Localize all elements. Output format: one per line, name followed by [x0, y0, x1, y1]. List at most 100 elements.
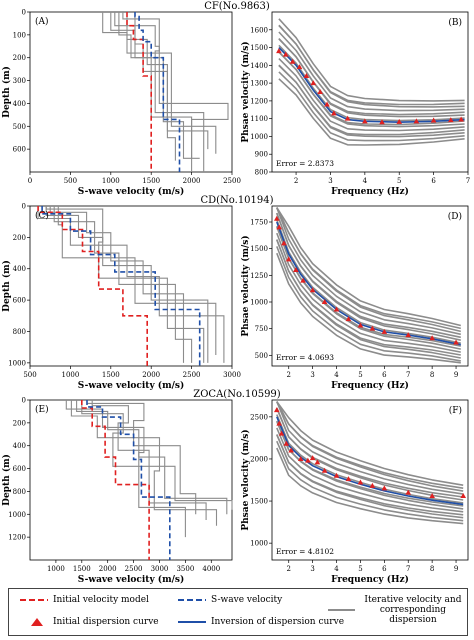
dispersion-iteration-2-0	[276, 447, 464, 525]
dispersion-xtick-label-1-4: 6	[382, 371, 387, 379]
dispersion-ytick-label-0-8: 1600	[250, 26, 268, 34]
dispersion-iteration-2-3	[276, 434, 464, 516]
profile-ytick-label-0-5: 500	[13, 123, 26, 131]
legend-iterative-label: Iterative velocity and corresponding dis…	[359, 595, 467, 625]
dispersion-point-1-12	[381, 328, 388, 334]
legend-initial-velocity: Initial velocity model	[19, 595, 149, 605]
dispersion-point-2-9	[321, 467, 328, 473]
dispersion-point-0-2	[289, 58, 296, 64]
dispersion-xtick-label-2-3: 5	[358, 565, 362, 573]
dispersion-point-2-12	[357, 479, 364, 485]
dispersion-tag-2: (F)	[449, 405, 462, 416]
dispersion-ytick-label-0-6: 1400	[250, 62, 268, 70]
dispersion-point-0-15	[448, 117, 454, 123]
dispersion-iteration-2-4	[276, 427, 464, 513]
dispersion-point-2-3	[283, 440, 290, 446]
dispersion-ytick-label-1-1: 750	[255, 325, 268, 333]
dispersion-iteration-2-12	[276, 401, 464, 489]
profile-iteration-2-3	[86, 400, 197, 515]
profile-xtick-label-0-4: 2000	[183, 177, 201, 185]
dispersion-xtick-label-2-2: 4	[334, 565, 339, 573]
dispersion-ytick-label-0-7: 1500	[250, 44, 268, 52]
dispersion-xtick-label-0-3: 5	[397, 177, 401, 185]
dispersion-point-0-9	[344, 115, 351, 121]
dispersion-ytick-label-1-3: 1250	[250, 272, 268, 280]
dispersion-iteration-0-0	[278, 78, 465, 146]
dispersion-ytick-label-0-0: 800	[255, 169, 268, 177]
dispersion-xtick-label-1-1: 3	[310, 371, 314, 379]
row-title-1: CD(No.10194)	[200, 195, 273, 206]
dispersion-xlabel-1: Frequency (Hz)	[331, 380, 409, 391]
dispersion-iteration-0-12	[278, 25, 465, 106]
dispersion-ytick-label-0-4: 1200	[250, 97, 268, 105]
row-title-0: CF(No.9863)	[204, 1, 270, 12]
dispersion-point-0-10	[362, 118, 368, 124]
dispersion-point-1-3	[285, 256, 292, 262]
dispersion-ytick-label-1-4: 1500	[250, 245, 268, 253]
dispersion-point-1-11	[369, 325, 376, 331]
dispersion-iteration-0-3	[278, 64, 465, 136]
dispersion-point-1-15	[453, 339, 459, 345]
dispersion-point-1-5	[300, 277, 306, 283]
dispersion-point-1-6	[309, 287, 316, 293]
profile-ytick-label-2-1: 200	[13, 419, 26, 427]
profile-ytick-label-0-6: 600	[13, 146, 26, 154]
profile-ytick-label-0-0: 0	[22, 9, 26, 17]
legend-initial-dispersion-swatch	[31, 618, 43, 626]
profile-ytick-label-0-4: 400	[13, 100, 26, 108]
profile-ytick-label-1-3: 600	[13, 297, 26, 305]
dispersion-point-1-9	[345, 316, 352, 322]
dispersion-point-2-7	[309, 455, 316, 461]
dispersion-iteration-1-7	[276, 219, 461, 344]
profile-iteration-0-6	[122, 12, 205, 172]
profile-iteration-2-1	[91, 400, 207, 520]
profile-ytick-label-0-3: 300	[13, 77, 26, 85]
dispersion-point-2-5	[297, 455, 304, 461]
dispersion-ytick-label-0-1: 900	[255, 151, 268, 159]
profile-ytick-label-0-1: 100	[13, 31, 26, 39]
profile-xtick-label-2-5: 3500	[176, 565, 194, 573]
dispersion-point-1-14	[429, 335, 435, 341]
legend-inversion-swatch	[178, 621, 206, 623]
dispersion-point-0-6	[317, 89, 323, 94]
dispersion-tag-1: (D)	[448, 211, 462, 222]
dispersion-ytick-label-1-0: 500	[255, 352, 268, 360]
dispersion-point-0-4	[303, 73, 310, 78]
dispersion-error-0: Error = 2.8373	[276, 159, 334, 168]
dispersion-point-1-8	[333, 306, 340, 312]
dispersion-ytick-label-2-2: 2000	[250, 455, 268, 463]
legend-initial-velocity-swatch	[20, 599, 48, 601]
dispersion-point-0-1	[282, 51, 289, 57]
dispersion-xtick-label-0-5: 7	[466, 177, 470, 185]
profile-xtick-label-2-4: 3000	[151, 565, 169, 573]
figure-canvas: CF(No.9863)0 500 1000 1500 2000 2500010020030…	[1, 1, 470, 585]
dispersion-xtick-label-0-1: 3	[328, 177, 332, 185]
profile-xlabel-2: S-wave velocity (m/s)	[78, 574, 184, 585]
profile-xlabel-1: S-wave velocity (m/s)	[78, 380, 184, 391]
profile-ytick-label-2-0: 0	[22, 397, 26, 405]
profile-xlabel-0: S-wave velocity (m/s)	[78, 186, 184, 197]
dispersion-xtick-label-2-6: 8	[430, 565, 434, 573]
dispersion-point-2-15	[405, 489, 412, 495]
profile-ytick-label-2-3: 600	[13, 465, 26, 473]
dispersion-point-0-3	[296, 64, 303, 70]
dispersion-iteration-1-13	[276, 207, 461, 327]
dispersion-point-2-10	[333, 472, 340, 478]
dispersion-xtick-label-1-7: 9	[454, 371, 458, 379]
dispersion-ytick-label-1-2: 1000	[250, 299, 268, 307]
profile-initial-model-2	[81, 400, 150, 560]
profile-ytick-label-2-4: 800	[13, 488, 26, 496]
profile-ytick-label-1-0: 0	[22, 203, 26, 211]
dispersion-point-2-8	[314, 459, 321, 465]
profile-ytick-label-2-2: 400	[13, 442, 26, 450]
profile-tag-1: (C)	[35, 210, 49, 221]
dispersion-point-0-0	[276, 48, 282, 54]
dispersion-xtick-label-1-0: 2	[286, 371, 290, 379]
profile-frame-2	[29, 399, 233, 561]
legend-initial-dispersion: Initial dispersion curve	[29, 617, 159, 627]
dispersion-point-2-11	[345, 476, 352, 482]
dispersion-ylabel-1: Phsae velocity (m/s)	[240, 235, 251, 336]
dispersion-point-0-13	[413, 118, 420, 124]
dispersion-iteration-1-9	[276, 213, 461, 339]
legend-inversion: Inversion of dispersion curve	[177, 617, 344, 627]
